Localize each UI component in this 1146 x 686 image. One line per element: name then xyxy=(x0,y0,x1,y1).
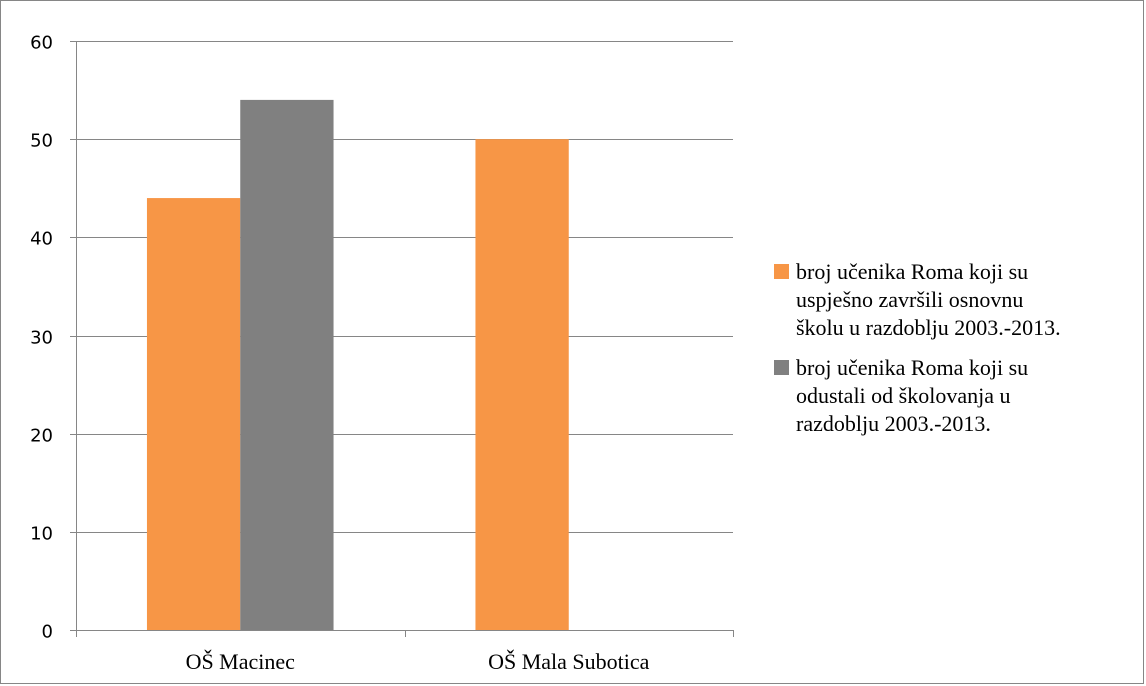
legend-item-completed: broj učenika Roma koji su uspješno završ… xyxy=(774,258,1144,342)
bar-completed-2 xyxy=(475,139,569,630)
bars xyxy=(146,99,569,631)
bar-dropped-out-1 xyxy=(240,99,334,630)
x-category-label: OŠ Macinec xyxy=(186,649,296,674)
axes xyxy=(70,41,734,637)
legend-item-dropped-out: broj učenika Roma koji su odustali od šk… xyxy=(774,354,1144,438)
bar-completed-1 xyxy=(146,198,241,631)
legend-label-completed: broj učenika Roma koji su uspješno završ… xyxy=(796,259,1061,340)
legend-label-dropped-out: broj učenika Roma koji su odustali od šk… xyxy=(796,355,1029,436)
y-tick-label: 40 xyxy=(30,229,53,250)
y-tick-label: 60 xyxy=(30,33,53,54)
y-tick-label: 20 xyxy=(30,426,53,447)
y-tick-label: 30 xyxy=(30,328,53,349)
legend: broj učenika Roma koji su uspješno završ… xyxy=(774,258,1144,450)
legend-swatch-dropped-out xyxy=(774,360,789,375)
y-tick-label: 50 xyxy=(30,131,53,152)
y-tick-label: 10 xyxy=(30,524,53,545)
x-category-label: OŠ Mala Subotica xyxy=(488,649,650,674)
legend-swatch-completed xyxy=(774,264,789,279)
axis-labels: 0 10 20 30 40 50 60 OŠ Macinec OŠ Mala Subotica xyxy=(30,33,650,675)
y-tick-label: 0 xyxy=(42,622,53,643)
